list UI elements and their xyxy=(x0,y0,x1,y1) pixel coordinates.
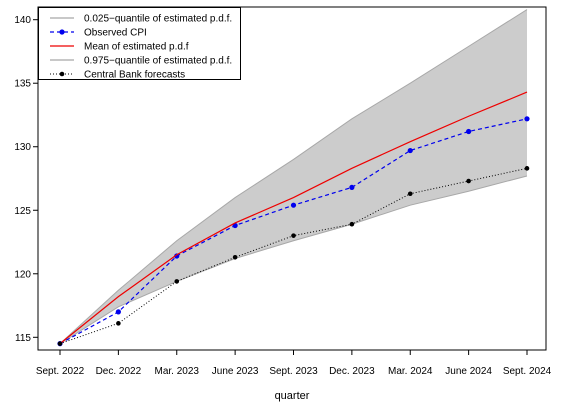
legend-label: Mean of estimated p.d.f xyxy=(84,42,189,53)
legend: 0.025−quantile of estimated p.d.f. Observ… xyxy=(38,7,241,81)
x-tick-label: Mar. 2024 xyxy=(388,366,433,377)
legend-label: 0.975−quantile of estimated p.d.f. xyxy=(84,56,232,67)
x-tick-label: Sept. 2022 xyxy=(36,366,85,377)
legend-marker xyxy=(59,29,65,35)
observed-cpi-point xyxy=(349,184,355,190)
x-tick-label: Sept. 2024 xyxy=(503,366,552,377)
central-bank-point xyxy=(57,341,63,346)
lower-quantile-line xyxy=(59,175,528,345)
x-tick-label: June 2024 xyxy=(445,366,492,377)
legend-entry: Mean of estimated p.d.f xyxy=(50,42,189,53)
x-tick-label: Mar. 2023 xyxy=(155,366,200,377)
x-axis: Sept. 2022 Dec. 2022 Mar. 2023 June 2023 Sep… xyxy=(36,350,552,377)
central-bank-point xyxy=(116,321,121,326)
central-bank-point xyxy=(174,279,180,284)
central-bank-point xyxy=(291,233,296,238)
y-tick-label: 140 xyxy=(14,15,31,26)
x-tick-label: June 2023 xyxy=(212,366,259,377)
quantile-band-layer xyxy=(59,9,528,345)
y-tick-label: 135 xyxy=(14,79,31,90)
legend-entry: Central Bank forecasts xyxy=(50,70,185,81)
x-tick-label: Dec. 2023 xyxy=(329,366,375,377)
legend-entry: Observed CPI xyxy=(50,28,147,39)
central-bank-point xyxy=(524,166,530,171)
legend-box xyxy=(38,7,241,80)
mean-line xyxy=(59,91,528,345)
plot-frame xyxy=(37,6,547,351)
legend-label: Observed CPI xyxy=(84,28,147,39)
central-bank-point xyxy=(232,254,238,260)
upper-quantile-line xyxy=(59,9,528,345)
y-tick-label: 125 xyxy=(14,206,31,217)
observed-cpi-point xyxy=(115,309,121,315)
y-tick-label: 130 xyxy=(14,142,31,153)
quantile-band-area xyxy=(60,9,527,344)
observed-cpi-point xyxy=(407,147,413,154)
legend-marker xyxy=(59,71,65,77)
legend-entry: 0.025−quantile of estimated p.d.f. xyxy=(50,14,232,25)
observed-cpi-point xyxy=(524,116,530,122)
y-tick-label: 120 xyxy=(14,269,31,280)
legend-entry: 0.975−quantile of estimated p.d.f. xyxy=(50,56,232,67)
central-bank-point xyxy=(466,178,471,184)
observed-cpi-point xyxy=(290,202,297,208)
x-tick-label: Dec. 2022 xyxy=(96,366,142,377)
y-tick-label: 115 xyxy=(15,333,31,344)
central-bank-point xyxy=(407,191,413,197)
x-axis-label: quarter xyxy=(275,390,310,402)
series-layer xyxy=(57,91,530,347)
x-tick-label: Sept. 2023 xyxy=(269,366,318,377)
legend-label: Central Bank forecasts xyxy=(84,70,185,81)
observed-cpi-point xyxy=(466,128,472,135)
y-axis: 115 120 125 130 135 140 xyxy=(14,15,38,344)
legend-label: 0.025−quantile of estimated p.d.f. xyxy=(84,14,232,25)
central-bank-point xyxy=(349,221,355,227)
